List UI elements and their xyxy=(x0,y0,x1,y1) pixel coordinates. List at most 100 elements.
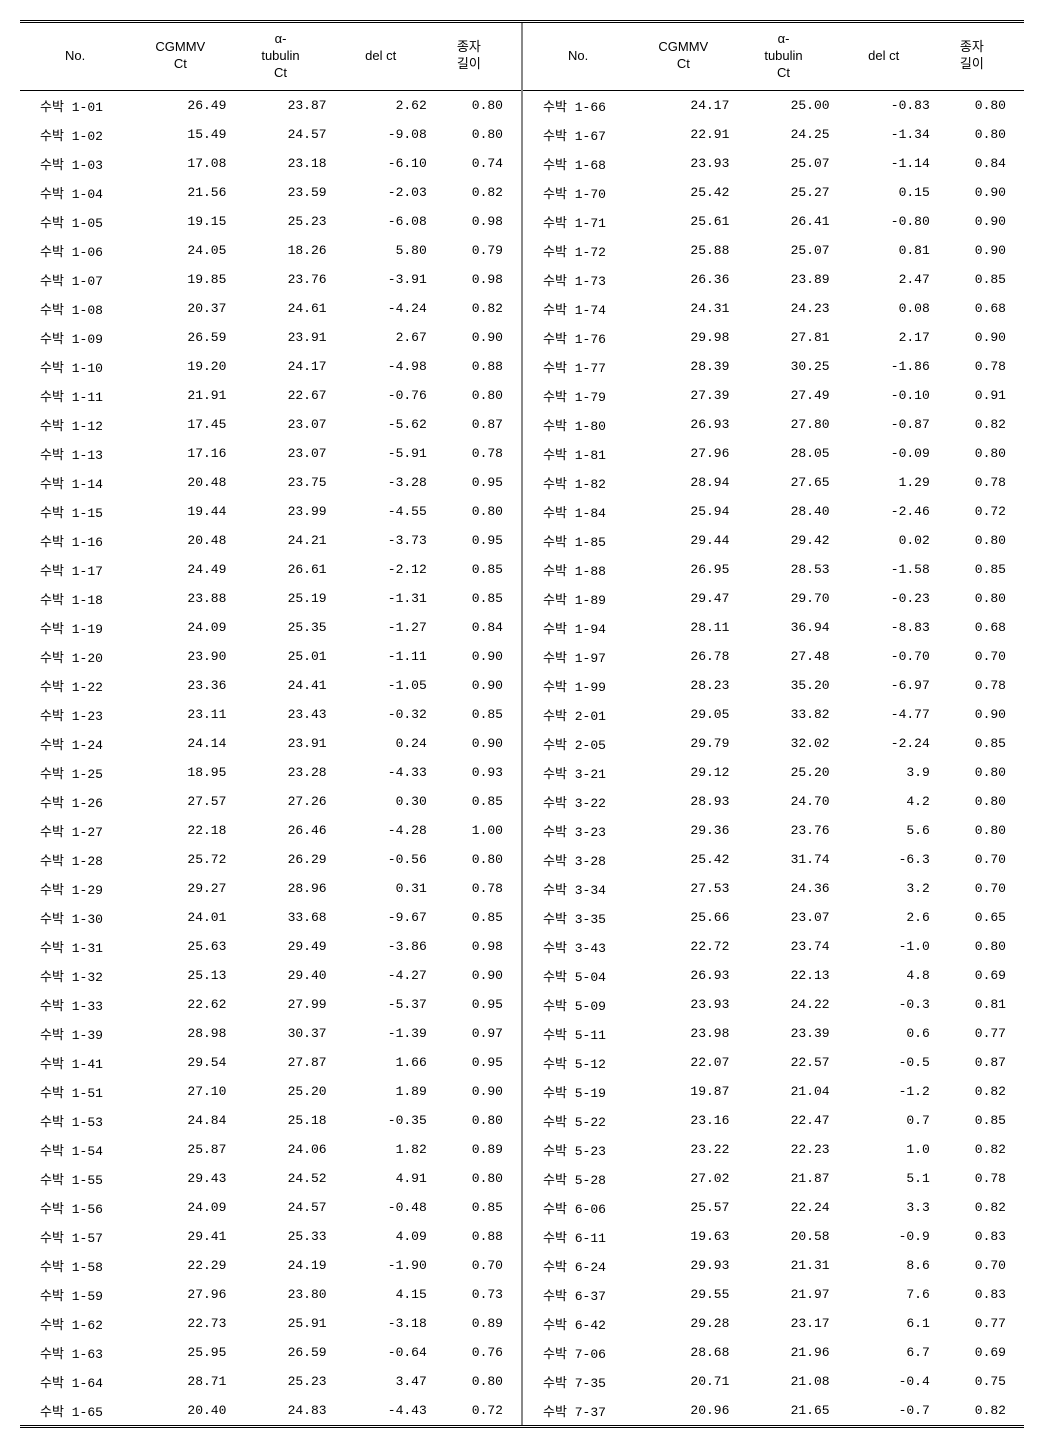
table-row: 수박 1-0126.4923.872.620.80 xyxy=(20,90,521,120)
cell-cgmmv: 29.43 xyxy=(130,1164,230,1193)
cell-no: 수박 1-62 xyxy=(20,1309,130,1338)
cell-cgmmv: 26.78 xyxy=(633,642,733,671)
cell-delct: -0.4 xyxy=(834,1367,934,1396)
cell-tubulin: 35.20 xyxy=(733,671,833,700)
cell-cgmmv: 27.57 xyxy=(130,787,230,816)
cell-delct: -1.05 xyxy=(331,671,431,700)
cell-no: 수박 1-31 xyxy=(20,932,130,961)
cell-cgmmv: 17.45 xyxy=(130,410,230,439)
cell-length: 0.78 xyxy=(934,1164,1024,1193)
cell-delct: -0.70 xyxy=(834,642,934,671)
cell-delct: -2.46 xyxy=(834,497,934,526)
table-row: 수박 1-6520.4024.83-4.430.72 xyxy=(20,1396,521,1425)
cell-no: 수박 1-64 xyxy=(20,1367,130,1396)
cell-tubulin: 23.76 xyxy=(230,265,330,294)
right-body: 수박 1-6624.1725.00-0.830.80수박 1-6722.9124… xyxy=(523,90,1024,1425)
cell-cgmmv: 29.27 xyxy=(130,874,230,903)
cell-no: 수박 1-08 xyxy=(20,294,130,323)
cell-cgmmv: 25.42 xyxy=(633,845,733,874)
header-length: 종자길이 xyxy=(431,23,521,90)
cell-no: 수박 1-74 xyxy=(523,294,633,323)
cell-no: 수박 1-41 xyxy=(20,1048,130,1077)
table-row: 수박 1-2929.2728.960.310.78 xyxy=(20,874,521,903)
cell-length: 0.90 xyxy=(431,642,521,671)
table-row: 수박 3-4322.7223.74-1.00.80 xyxy=(523,932,1024,961)
cell-no: 수박 5-04 xyxy=(523,961,633,990)
cell-tubulin: 24.70 xyxy=(733,787,833,816)
cell-tubulin: 27.65 xyxy=(733,468,833,497)
cell-no: 수박 1-59 xyxy=(20,1280,130,1309)
cell-no: 수박 1-97 xyxy=(523,642,633,671)
cell-no: 수박 1-70 xyxy=(523,178,633,207)
cell-cgmmv: 26.95 xyxy=(633,555,733,584)
cell-cgmmv: 24.31 xyxy=(633,294,733,323)
table-row: 수박 5-0426.9322.134.80.69 xyxy=(523,961,1024,990)
cell-tubulin: 32.02 xyxy=(733,729,833,758)
cell-tubulin: 28.53 xyxy=(733,555,833,584)
cell-length: 0.72 xyxy=(934,497,1024,526)
cell-tubulin: 25.07 xyxy=(733,236,833,265)
cell-cgmmv: 24.17 xyxy=(633,90,733,120)
cell-length: 0.85 xyxy=(934,265,1024,294)
cell-length: 0.78 xyxy=(431,874,521,903)
cell-cgmmv: 29.36 xyxy=(633,816,733,845)
table-row: 수박 1-0519.1525.23-6.080.98 xyxy=(20,207,521,236)
cell-delct: -0.80 xyxy=(834,207,934,236)
cell-length: 0.82 xyxy=(431,178,521,207)
cell-tubulin: 24.52 xyxy=(230,1164,330,1193)
cell-length: 0.78 xyxy=(934,352,1024,381)
cell-tubulin: 23.76 xyxy=(733,816,833,845)
cell-tubulin: 33.82 xyxy=(733,700,833,729)
header-length: 종자길이 xyxy=(934,23,1024,90)
cell-cgmmv: 28.39 xyxy=(633,352,733,381)
cell-no: 수박 2-01 xyxy=(523,700,633,729)
cell-cgmmv: 25.72 xyxy=(130,845,230,874)
cell-delct: -1.86 xyxy=(834,352,934,381)
cell-delct: -6.10 xyxy=(331,149,431,178)
cell-delct: -1.2 xyxy=(834,1077,934,1106)
table-row: 수박 1-8826.9528.53-1.580.85 xyxy=(523,555,1024,584)
cell-delct: -3.18 xyxy=(331,1309,431,1338)
table-row: 수박 1-5425.8724.061.820.89 xyxy=(20,1135,521,1164)
cell-no: 수박 1-19 xyxy=(20,613,130,642)
cell-tubulin: 25.19 xyxy=(230,584,330,613)
cell-cgmmv: 23.93 xyxy=(633,990,733,1019)
left-table: No. CGMMVCt α-tubulinCt del ct 종자길이 수박 1… xyxy=(20,23,521,1425)
cell-length: 0.90 xyxy=(934,207,1024,236)
cell-delct: 5.6 xyxy=(834,816,934,845)
cell-delct: 2.47 xyxy=(834,265,934,294)
cell-length: 0.84 xyxy=(934,149,1024,178)
cell-delct: 6.7 xyxy=(834,1338,934,1367)
cell-length: 0.95 xyxy=(431,526,521,555)
cell-no: 수박 1-16 xyxy=(20,526,130,555)
right-table-half: No. CGMMVCt α-tubulinCt del ct 종자길이 수박 1… xyxy=(523,23,1024,1425)
cell-length: 0.75 xyxy=(934,1367,1024,1396)
header-no: No. xyxy=(523,23,633,90)
cell-length: 0.80 xyxy=(431,1367,521,1396)
cell-tubulin: 29.49 xyxy=(230,932,330,961)
cell-length: 0.85 xyxy=(431,700,521,729)
table-row: 수박 2-0129.0533.82-4.770.90 xyxy=(523,700,1024,729)
table-row: 수박 1-4129.5427.871.660.95 xyxy=(20,1048,521,1077)
header-tubulin: α-tubulinCt xyxy=(733,23,833,90)
cell-no: 수박 1-63 xyxy=(20,1338,130,1367)
table-row: 수박 1-6428.7125.233.470.80 xyxy=(20,1367,521,1396)
cell-tubulin: 26.61 xyxy=(230,555,330,584)
cell-length: 0.83 xyxy=(934,1222,1024,1251)
cell-delct: 0.30 xyxy=(331,787,431,816)
table-row: 수박 1-8929.4729.70-0.230.80 xyxy=(523,584,1024,613)
cell-length: 0.85 xyxy=(934,729,1024,758)
cell-length: 0.90 xyxy=(431,671,521,700)
table-row: 수박 1-0215.4924.57-9.080.80 xyxy=(20,120,521,149)
cell-delct: 3.9 xyxy=(834,758,934,787)
cell-no: 수박 1-82 xyxy=(523,468,633,497)
cell-length: 0.69 xyxy=(934,961,1024,990)
cell-cgmmv: 29.05 xyxy=(633,700,733,729)
cell-no: 수박 5-09 xyxy=(523,990,633,1019)
cell-delct: -8.83 xyxy=(834,613,934,642)
cell-cgmmv: 23.36 xyxy=(130,671,230,700)
cell-no: 수박 1-09 xyxy=(20,323,130,352)
cell-tubulin: 24.41 xyxy=(230,671,330,700)
table-row: 수박 1-7225.8825.070.810.90 xyxy=(523,236,1024,265)
cell-length: 0.90 xyxy=(934,323,1024,352)
